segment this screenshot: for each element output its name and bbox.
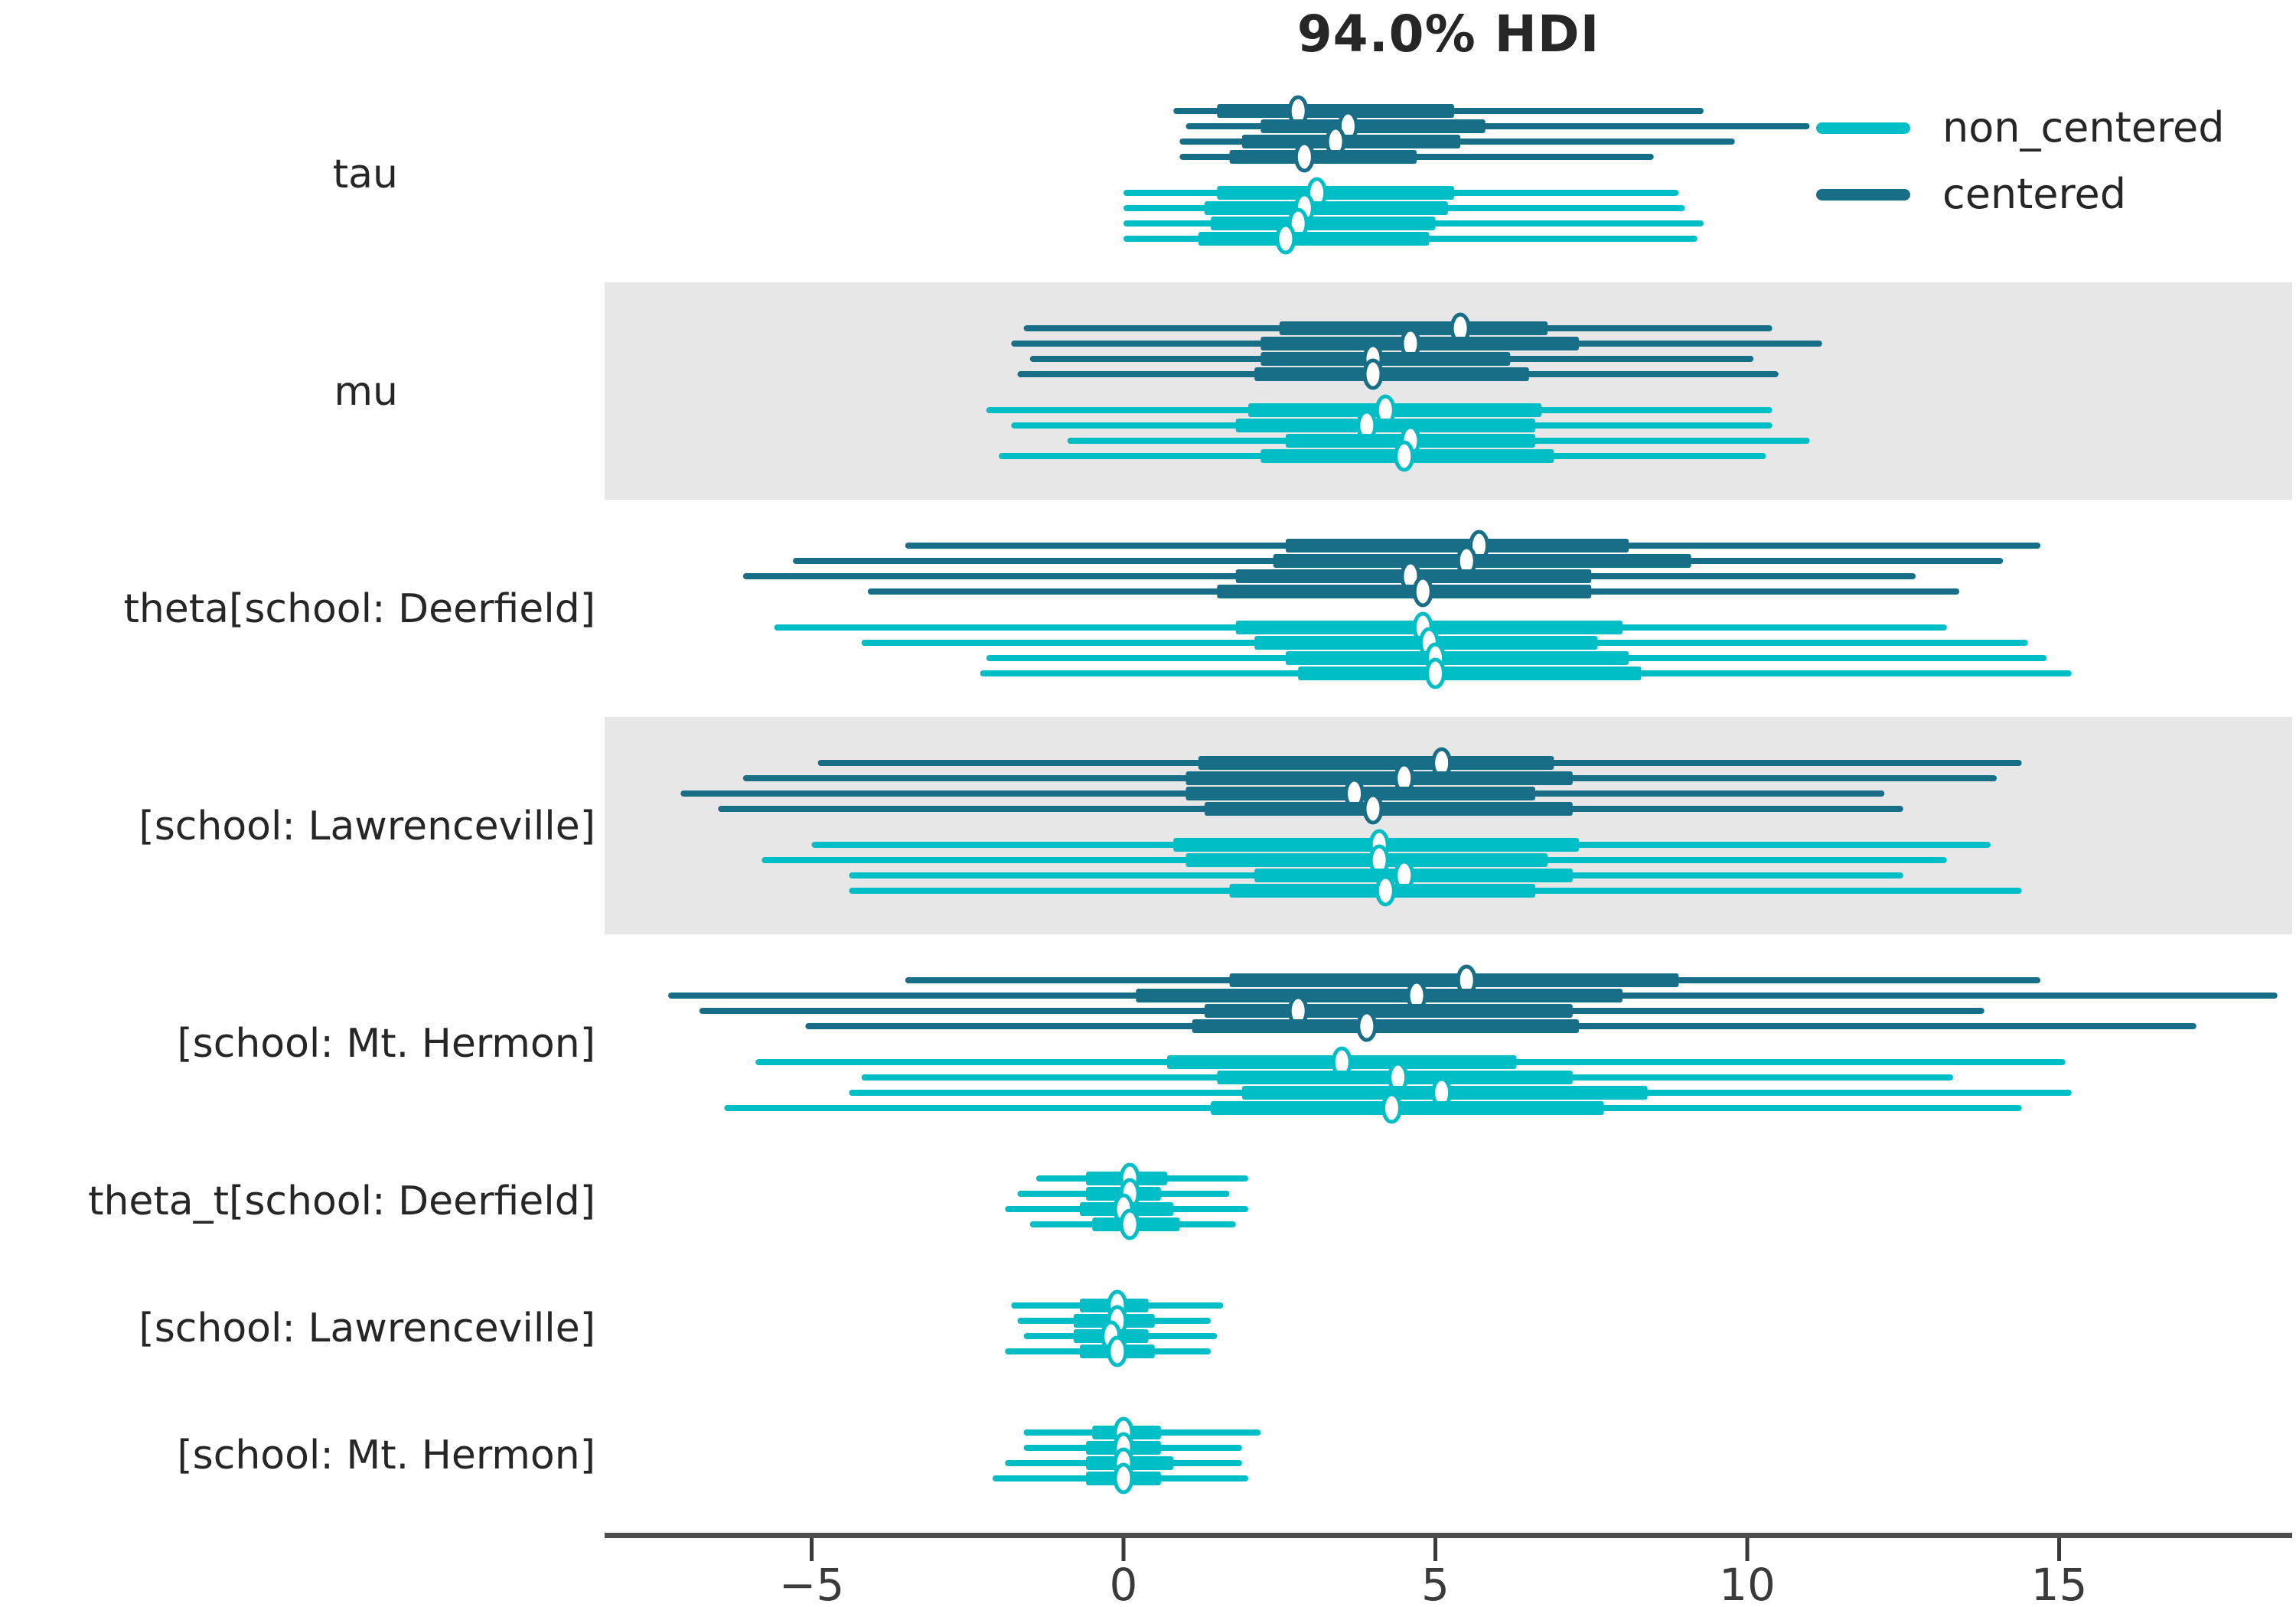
centered-line-swatch-icon <box>1816 188 1910 200</box>
hdi-thick-bar <box>1186 771 1573 785</box>
median-marker <box>1425 657 1446 689</box>
x-tick-label: 0 <box>1110 1559 1138 1607</box>
median-marker <box>1362 793 1384 825</box>
x-axis-spine <box>605 1533 2292 1538</box>
hdi-thick-bar <box>1211 217 1436 230</box>
non-centered-line-swatch-icon <box>1816 122 1910 134</box>
hdi-thick-bar <box>1211 1101 1604 1115</box>
row-label: [school: Lawrenceville] <box>139 1305 595 1351</box>
legend: non_centered centered <box>1816 106 2225 239</box>
x-tick <box>2057 1538 2061 1561</box>
shaded-band <box>605 717 2292 934</box>
x-tick-label: 10 <box>1719 1559 1776 1607</box>
row-label: theta_t[school: Deerfield] <box>88 1178 595 1224</box>
row-label: mu <box>334 369 398 415</box>
hdi-thick-bar <box>1298 667 1642 680</box>
hdi-thick-bar <box>1217 104 1454 118</box>
legend-label-centered: centered <box>1942 170 2127 218</box>
legend-item-non-centered: non_centered <box>1816 106 2225 150</box>
median-marker <box>1275 223 1296 255</box>
x-tick <box>810 1538 814 1561</box>
x-tick <box>1433 1538 1437 1561</box>
hdi-thick-bar <box>1241 135 1461 148</box>
hdi-thick-bar <box>1273 554 1691 568</box>
median-marker <box>1394 440 1415 472</box>
hdi-thick-bar <box>1217 585 1592 598</box>
hdi-thick-bar <box>1261 119 1486 133</box>
chart-title: 94.0% HDI <box>1296 5 1600 64</box>
hdi-thick-bar <box>1204 1004 1573 1018</box>
hdi-thick-bar <box>1229 150 1417 164</box>
x-tick-label: 15 <box>2031 1559 2088 1607</box>
hdi-thick-bar <box>1198 756 1554 770</box>
median-marker <box>1119 1208 1140 1240</box>
row-label: theta[school: Deerfield] <box>123 586 595 632</box>
median-marker <box>1293 141 1315 173</box>
legend-item-centered: centered <box>1816 172 2225 217</box>
hdi-thick-bar <box>1204 201 1448 215</box>
row-label: [school: Mt. Hermon] <box>177 1021 595 1067</box>
x-tick-label: 5 <box>1421 1559 1450 1607</box>
median-marker <box>1362 358 1384 390</box>
hdi-thick-bar <box>1198 232 1430 246</box>
hdi-thick-bar <box>1204 802 1573 816</box>
hdi-thick-bar <box>1254 367 1529 381</box>
hdi-thick-bar <box>1285 539 1629 553</box>
hdi-thick-bar <box>1186 853 1548 867</box>
x-tick <box>1745 1538 1750 1561</box>
shaded-band <box>605 282 2292 500</box>
hdi-thick-bar <box>1192 1019 1579 1033</box>
hdi-thick-bar <box>1136 989 1623 1002</box>
hdi-thick-bar <box>1235 419 1535 432</box>
hdi-thick-bar <box>1279 321 1548 335</box>
hdi-thick-bar <box>1261 352 1511 366</box>
median-marker <box>1113 1462 1134 1495</box>
median-marker <box>1356 1010 1378 1042</box>
x-tick-label: −5 <box>779 1559 845 1607</box>
median-marker <box>1412 575 1433 608</box>
row-label: tau <box>333 152 398 197</box>
median-marker <box>1107 1335 1128 1367</box>
median-marker <box>1381 1092 1402 1124</box>
row-label: [school: Lawrenceville] <box>139 804 595 849</box>
hdi-thick-bar <box>1217 186 1454 200</box>
median-marker <box>1375 875 1396 907</box>
hdi-thick-bar <box>1285 651 1629 665</box>
legend-label-non-centered: non_centered <box>1942 103 2225 152</box>
hdi-thick-bar <box>1229 973 1679 987</box>
row-label: [school: Mt. Hermon] <box>177 1433 595 1478</box>
x-tick <box>1121 1538 1126 1561</box>
